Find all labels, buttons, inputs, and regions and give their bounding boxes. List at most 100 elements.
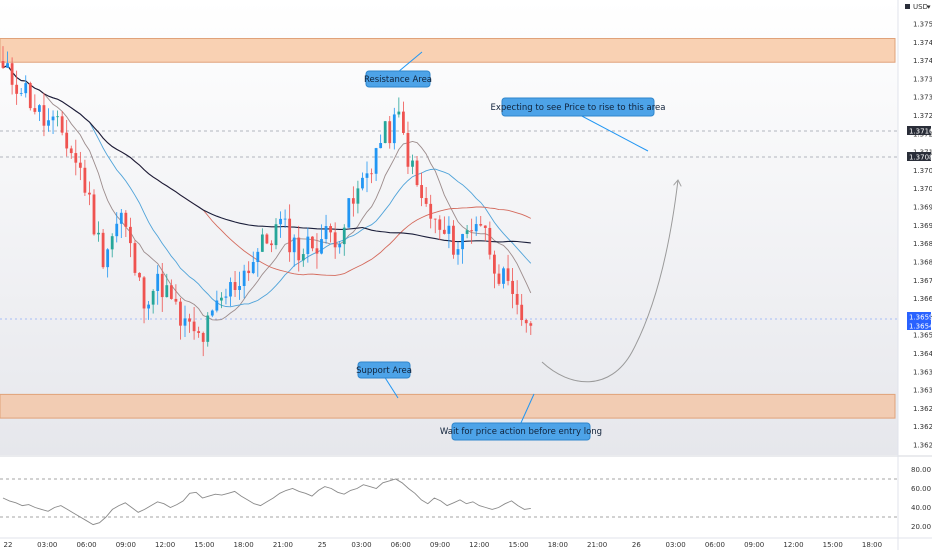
price-badge: 1.36590 bbox=[907, 312, 932, 321]
candle bbox=[320, 224, 323, 255]
candle-body bbox=[461, 233, 464, 250]
price-tick: 1.36390 bbox=[913, 368, 932, 376]
candle-body bbox=[347, 198, 351, 228]
candle bbox=[493, 250, 496, 289]
candle bbox=[438, 215, 442, 241]
candle bbox=[174, 284, 178, 305]
expect-label: Expecting to see Price to rise to this a… bbox=[491, 103, 666, 113]
candle-body bbox=[229, 282, 232, 297]
candle-body bbox=[65, 132, 69, 149]
resistance-label: Resistance Area bbox=[364, 75, 432, 85]
candle bbox=[515, 280, 519, 315]
wait-callout-box bbox=[451, 422, 591, 441]
candle-body bbox=[147, 304, 150, 309]
price-axis[interactable]: 1.37500 1.37450 1.37400 1.37350 1.37300 1.372… bbox=[913, 21, 932, 450]
candle bbox=[38, 104, 41, 121]
candle-body bbox=[274, 224, 278, 246]
candle bbox=[283, 209, 287, 229]
rsi-pane[interactable] bbox=[0, 458, 898, 536]
candle-body bbox=[215, 300, 219, 311]
time-tick: 18:00 bbox=[548, 541, 568, 549]
price-tick: 1.36950 bbox=[913, 204, 932, 212]
candle-body bbox=[465, 230, 469, 234]
resistance-callout[interactable]: Resistance Area bbox=[364, 51, 432, 88]
candle bbox=[338, 241, 342, 254]
candle bbox=[201, 331, 205, 357]
candle bbox=[479, 215, 483, 227]
candle bbox=[151, 289, 155, 314]
candle bbox=[42, 93, 46, 137]
time-tick: 12:00 bbox=[783, 541, 803, 549]
candle-body bbox=[301, 254, 305, 261]
candle-body bbox=[406, 132, 410, 167]
time-tick: 06:00 bbox=[705, 541, 725, 549]
candle bbox=[324, 214, 328, 244]
candle bbox=[356, 180, 360, 214]
candle-body bbox=[283, 218, 287, 220]
candle-body bbox=[101, 232, 105, 268]
candle bbox=[270, 240, 273, 253]
price-tick: 1.37500 bbox=[913, 21, 932, 29]
candle bbox=[133, 240, 137, 276]
candle bbox=[233, 271, 237, 297]
candle bbox=[524, 318, 528, 333]
candle-body bbox=[497, 273, 501, 284]
candle bbox=[474, 216, 478, 236]
candle bbox=[301, 248, 305, 267]
candle bbox=[88, 181, 91, 206]
candle-body bbox=[33, 108, 37, 112]
price-tick: 1.36200 bbox=[913, 442, 932, 450]
candle-body bbox=[297, 237, 301, 261]
candle-body bbox=[197, 331, 201, 333]
price-tick: 1.36750 bbox=[913, 277, 932, 285]
candle-body bbox=[129, 226, 132, 244]
candle bbox=[260, 228, 264, 252]
support-zone[interactable] bbox=[0, 393, 896, 419]
price-badges: 1.37165 1.37084 1.365901.36545 bbox=[907, 126, 932, 330]
candle bbox=[110, 233, 114, 258]
candle-body bbox=[174, 298, 178, 302]
time-tick: 03:00 bbox=[666, 541, 686, 549]
candle-body bbox=[24, 83, 28, 94]
candles bbox=[1, 46, 533, 357]
candle-body bbox=[83, 167, 87, 193]
candle-body bbox=[456, 249, 460, 255]
currency-label[interactable]: USD ▾ bbox=[905, 3, 931, 11]
candle-body bbox=[524, 320, 528, 324]
time-tick: 03:00 bbox=[351, 541, 371, 549]
candle-body bbox=[110, 236, 114, 250]
candle-body bbox=[233, 282, 237, 290]
projection-arrow[interactable] bbox=[541, 180, 678, 383]
candle bbox=[342, 224, 346, 256]
candle bbox=[169, 279, 173, 300]
candle-body bbox=[361, 177, 364, 189]
rsi-axis[interactable]: 80.00 60.00 40.00 20.00 bbox=[911, 466, 931, 531]
candle-body bbox=[183, 318, 187, 326]
ma-fast-line bbox=[2, 64, 532, 321]
candle bbox=[229, 277, 232, 307]
resistance-zone[interactable] bbox=[0, 38, 896, 63]
price-badge-bg bbox=[907, 152, 931, 161]
price-tick: 1.37300 bbox=[913, 94, 932, 102]
candle bbox=[60, 111, 64, 136]
price-badge: 1.37165 bbox=[907, 126, 932, 135]
candle bbox=[420, 172, 423, 207]
candle bbox=[265, 233, 269, 245]
time-axis[interactable]: 22 03:00 06:00 09:00 12:00 15:00 18:00 21:00 25 0… bbox=[4, 541, 883, 549]
candle-body bbox=[397, 111, 401, 115]
price-tick: 1.36900 bbox=[913, 222, 932, 230]
candle-body bbox=[479, 224, 483, 226]
candle-body bbox=[188, 318, 191, 322]
candle-body bbox=[179, 301, 182, 326]
resistance-callout-box bbox=[365, 70, 431, 88]
candle-body bbox=[115, 223, 119, 237]
expect-callout[interactable]: Expecting to see Price to rise to this a… bbox=[491, 97, 666, 152]
candle-body bbox=[138, 272, 141, 278]
candle-body bbox=[106, 249, 110, 268]
wait-callout[interactable]: Wait for price action before entry long bbox=[440, 393, 602, 441]
candle-body bbox=[78, 162, 82, 168]
candle bbox=[238, 271, 241, 300]
support-callout[interactable]: Support Area bbox=[356, 361, 412, 399]
candle-body bbox=[60, 116, 64, 133]
